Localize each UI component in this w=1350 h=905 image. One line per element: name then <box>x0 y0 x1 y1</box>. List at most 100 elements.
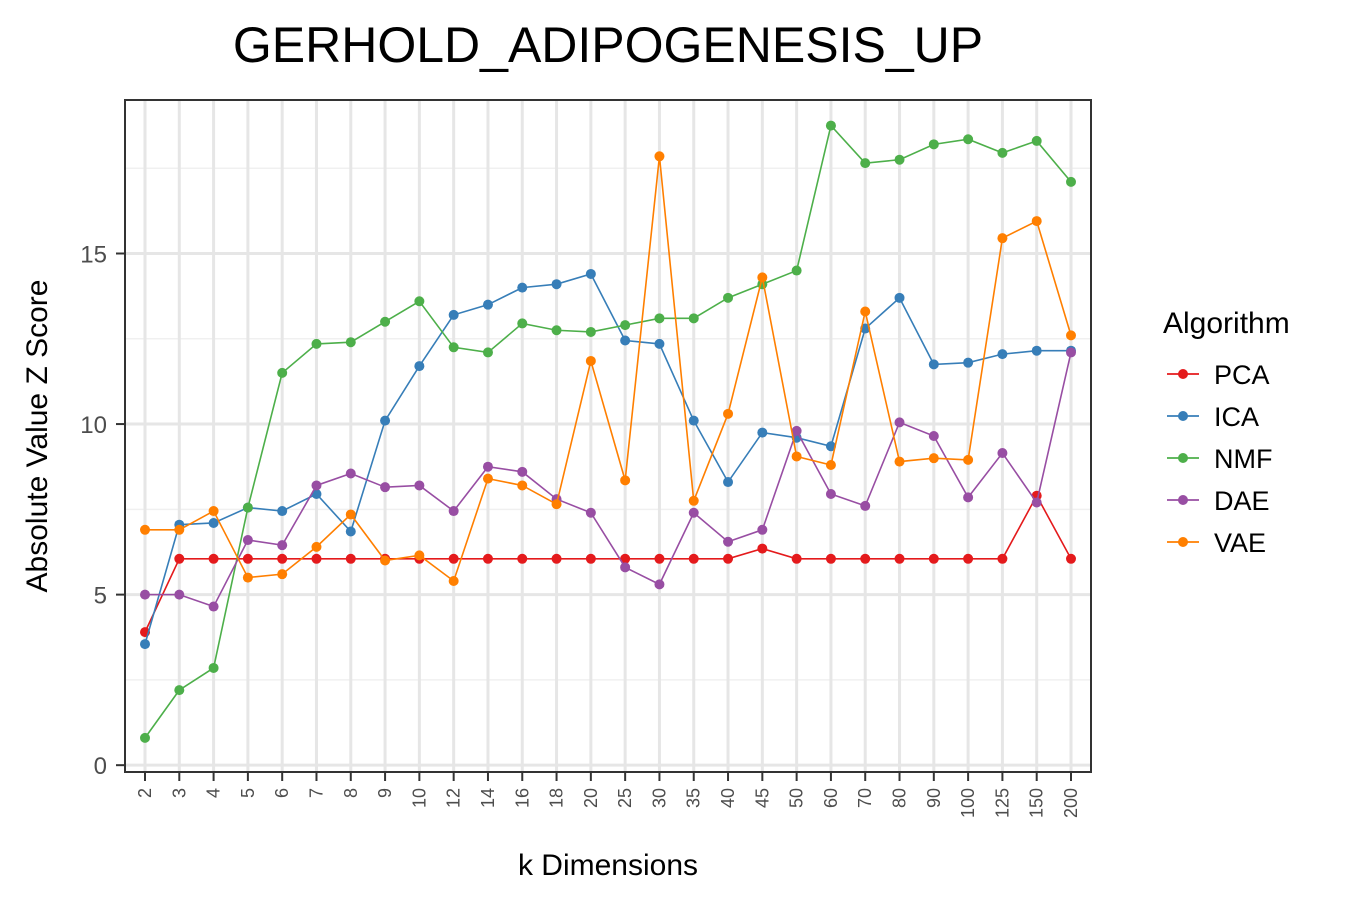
x-tick-label: 2 <box>135 788 155 798</box>
data-point-vae <box>723 408 734 419</box>
data-point-dae <box>997 448 1008 459</box>
y-tick-label: 15 <box>80 242 107 269</box>
data-point-nmf <box>140 732 150 743</box>
legend-item-ica: ICA <box>1167 402 1259 432</box>
data-point-vae <box>585 355 596 366</box>
data-point-dae <box>517 466 528 477</box>
legend-key-point <box>1178 495 1188 505</box>
data-point-nmf <box>242 502 253 513</box>
data-point-dae <box>380 482 391 493</box>
series-ica <box>140 268 1076 650</box>
x-tick-label: 70 <box>855 788 875 808</box>
data-point-dae <box>1031 497 1042 508</box>
series-line-dae <box>145 352 1072 608</box>
data-point-pca <box>894 553 905 564</box>
data-point-ica <box>894 292 905 303</box>
data-point-ica <box>345 526 356 537</box>
series-line-vae <box>145 156 1072 583</box>
legend-key-point <box>1178 453 1188 463</box>
data-point-vae <box>894 456 905 467</box>
data-point-nmf <box>654 313 665 324</box>
x-tick-label: 200 <box>1061 788 1081 818</box>
series-dae <box>140 347 1076 612</box>
data-point-nmf <box>723 292 734 303</box>
legend-label: DAE <box>1214 486 1270 516</box>
legend-item-pca: PCA <box>1167 360 1270 390</box>
data-point-vae <box>791 451 802 462</box>
x-tick-label: 10 <box>409 788 429 808</box>
x-tick-label: 35 <box>684 788 704 808</box>
x-tick-label: 4 <box>204 788 224 798</box>
data-point-nmf <box>448 342 459 353</box>
data-point-vae <box>1031 216 1042 227</box>
data-point-vae <box>140 524 150 535</box>
data-point-pca <box>345 553 356 564</box>
data-point-nmf <box>345 337 356 348</box>
data-point-vae <box>311 541 322 552</box>
data-point-pca <box>997 553 1008 564</box>
x-tick-label: 125 <box>992 788 1012 818</box>
data-point-ica <box>311 488 322 499</box>
data-point-ica <box>723 477 734 488</box>
data-point-vae <box>174 524 185 535</box>
data-point-pca <box>311 553 322 564</box>
series-layer <box>140 120 1076 743</box>
data-point-nmf <box>517 318 528 329</box>
x-tick-label: 40 <box>718 788 738 808</box>
plot-panel <box>125 100 1091 772</box>
data-point-pca <box>791 553 802 564</box>
data-point-dae <box>894 417 905 428</box>
legend-items: PCA ICA NMF DAE VAE <box>1167 360 1272 558</box>
data-point-dae <box>311 480 322 491</box>
x-tick-label: 45 <box>752 788 772 808</box>
data-point-ica <box>997 349 1008 360</box>
data-point-nmf <box>1031 135 1042 146</box>
legend-item-nmf: NMF <box>1167 444 1272 474</box>
data-point-dae <box>482 461 493 472</box>
x-tick-label: 50 <box>787 788 807 808</box>
data-point-pca <box>963 553 974 564</box>
data-point-vae <box>620 475 631 486</box>
x-tick-label: 14 <box>478 788 498 808</box>
data-point-dae <box>688 507 699 518</box>
y-tick-label: 10 <box>80 412 107 439</box>
data-point-pca <box>860 553 871 564</box>
data-point-nmf <box>791 265 802 276</box>
data-point-vae <box>654 151 665 162</box>
data-point-pca <box>482 553 493 564</box>
data-point-nmf <box>1066 176 1076 187</box>
legend-label: VAE <box>1214 528 1266 558</box>
data-point-pca <box>757 543 768 554</box>
data-point-dae <box>208 601 219 612</box>
data-point-pca <box>723 553 734 564</box>
grid-layer <box>125 100 1091 772</box>
data-point-dae <box>791 425 802 436</box>
data-point-vae <box>551 499 562 510</box>
data-point-nmf <box>414 296 425 307</box>
data-point-ica <box>517 282 528 293</box>
data-point-nmf <box>688 313 699 324</box>
data-point-dae <box>620 562 631 573</box>
data-point-ica <box>208 517 219 528</box>
data-point-vae <box>414 550 425 561</box>
x-tick-label: 100 <box>958 788 978 818</box>
y-tick-label: 5 <box>94 583 107 610</box>
data-point-pca <box>208 553 219 564</box>
data-point-vae <box>277 569 288 580</box>
data-point-pca <box>825 553 836 564</box>
data-point-dae <box>242 535 253 546</box>
data-point-nmf <box>825 120 836 131</box>
legend-key-point <box>1178 369 1188 379</box>
data-point-nmf <box>620 320 631 331</box>
legend-key-point <box>1178 411 1188 421</box>
data-point-vae <box>860 306 871 317</box>
data-point-nmf <box>380 316 391 327</box>
legend-item-vae: VAE <box>1167 528 1266 558</box>
x-tick-label: 7 <box>306 788 326 798</box>
data-point-vae <box>208 506 219 517</box>
x-tick-label: 90 <box>924 788 944 808</box>
data-point-vae <box>928 453 939 464</box>
x-tick-label: 9 <box>375 788 395 798</box>
